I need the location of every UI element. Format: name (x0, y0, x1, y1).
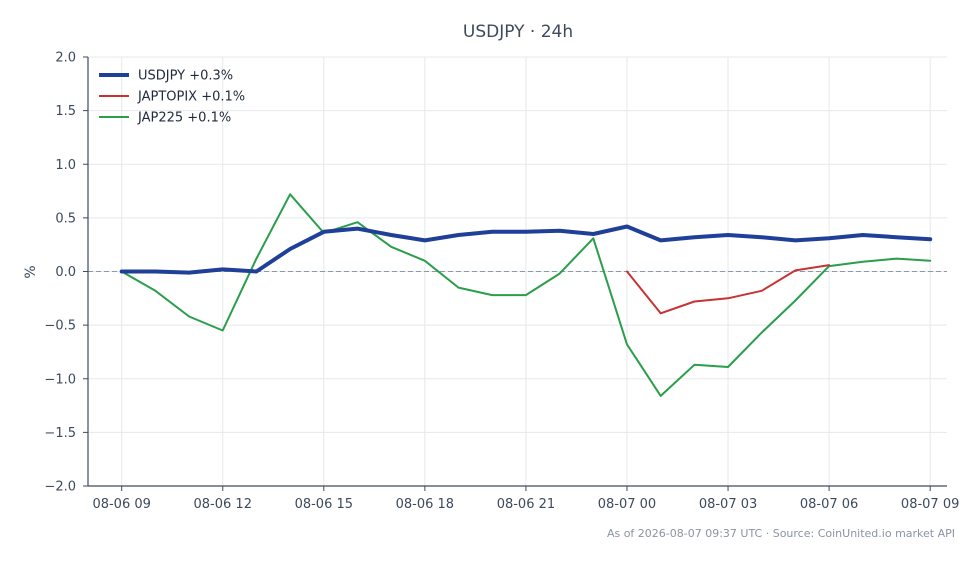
x-tick-label: 08-06 15 (295, 497, 353, 512)
series-line-japtopix (626, 264, 831, 315)
y-tick-label: 0.0 (55, 265, 76, 280)
y-tick-label: 1.0 (55, 158, 76, 173)
legend-label: JAPTOPIX +0.1% (137, 90, 245, 105)
x-tick-label: 08-07 06 (800, 497, 858, 512)
x-tick-label: 08-07 09 (901, 497, 959, 512)
x-tick-label: 08-07 00 (598, 497, 656, 512)
chart-title: USDJPY · 24h (463, 22, 573, 42)
y-axis-label: % (23, 265, 39, 278)
y-tick-label: −2.0 (44, 480, 76, 495)
x-axis-ticks: 08-06 09 08-06 12 08-06 15 08-06 18 08-06 21… (92, 486, 959, 512)
series-line-usdjpy (119, 224, 933, 275)
x-tick-label: 08-07 03 (699, 497, 757, 512)
y-tick-label: 0.5 (55, 211, 76, 226)
series-lines (119, 193, 933, 397)
y-tick-label: −1.5 (44, 426, 76, 441)
y-axis-ticks: −2.0 −1.5 −1.0 −0.5 0.0 0.5 1.0 1.5 2.0 (44, 51, 88, 495)
x-tick-label: 08-06 12 (194, 497, 252, 512)
series-line-jap225 (120, 193, 932, 397)
source-footnote: As of 2026-08-07 09:37 UTC · Source: Coi… (607, 527, 955, 540)
x-tick-label: 08-06 18 (396, 497, 454, 512)
y-tick-label: 1.5 (55, 104, 76, 119)
y-tick-label: 2.0 (55, 51, 76, 66)
x-tick-label: 08-06 09 (92, 497, 150, 512)
legend-label: USDJPY +0.3% (138, 69, 233, 84)
legend: USDJPY +0.3% JAPTOPIX +0.1% JAP225 +0.1% (99, 69, 245, 126)
y-tick-label: −0.5 (44, 319, 76, 334)
x-tick-label: 08-06 21 (497, 497, 555, 512)
y-tick-label: −1.0 (44, 372, 76, 387)
legend-label: JAP225 +0.1% (137, 111, 231, 126)
